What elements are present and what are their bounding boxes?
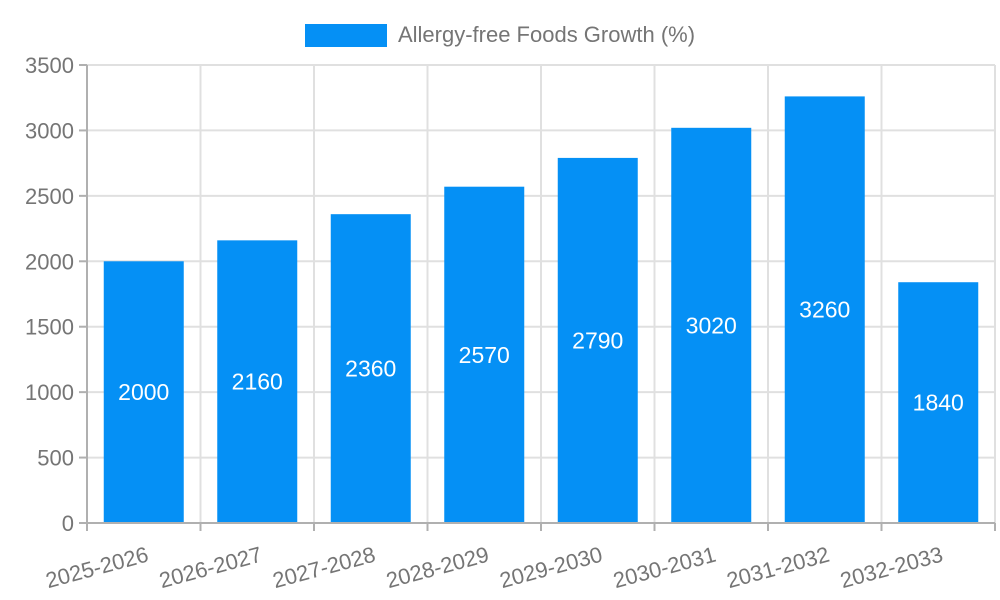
legend-item[interactable]: Allergy-free Foods Growth (%) <box>304 22 696 48</box>
bar-2028-2029[interactable] <box>444 186 525 523</box>
y-tick-label: 0 <box>62 511 74 536</box>
bar-2031-2032[interactable] <box>784 96 865 524</box>
bar-value-label: 3260 <box>799 297 850 323</box>
bar-value-label: 2790 <box>572 327 623 353</box>
bar-2026-2027[interactable] <box>217 240 298 523</box>
y-tick-label: 1000 <box>25 380 74 405</box>
y-tick-label: 1500 <box>25 315 74 340</box>
x-tick-label: 2030-2031 <box>610 542 718 593</box>
bar-2025-2026[interactable] <box>103 261 184 523</box>
x-tick-label: 2032-2033 <box>837 542 945 593</box>
y-tick-label: 2500 <box>25 184 74 209</box>
bar-value-label: 2000 <box>118 379 169 405</box>
bar-value-label: 1840 <box>913 390 964 416</box>
x-tick-label: 2026-2027 <box>156 542 264 593</box>
x-tick-label: 2031-2032 <box>724 542 832 593</box>
bar-value-label: 2360 <box>345 356 396 382</box>
legend: Allergy-free Foods Growth (%) <box>0 22 1000 48</box>
bar-value-label: 2160 <box>232 369 283 395</box>
bar-2030-2031[interactable] <box>671 127 752 523</box>
bar-2027-2028[interactable] <box>330 214 411 524</box>
y-tick-label: 500 <box>37 446 74 471</box>
y-tick-label: 2000 <box>25 249 74 274</box>
x-tick-label: 2029-2030 <box>497 542 605 593</box>
x-tick-label: 2025-2026 <box>43 542 151 593</box>
x-tick-label: 2028-2029 <box>383 542 491 593</box>
y-tick-label: 3000 <box>25 118 74 143</box>
x-tick-label: 2027-2028 <box>270 542 378 593</box>
y-tick-label: 3500 <box>25 53 74 78</box>
bar-2032-2033[interactable] <box>898 282 979 523</box>
bar-2029-2030[interactable] <box>557 157 638 523</box>
bar-value-label: 2570 <box>459 342 510 368</box>
bar-value-label: 3020 <box>686 312 737 338</box>
bars: 2000 2160 2360 2570 2790 3020 3260 1840 <box>103 96 979 524</box>
legend-label: Allergy-free Foods Growth (%) <box>397 22 696 47</box>
legend-swatch <box>304 23 387 47</box>
